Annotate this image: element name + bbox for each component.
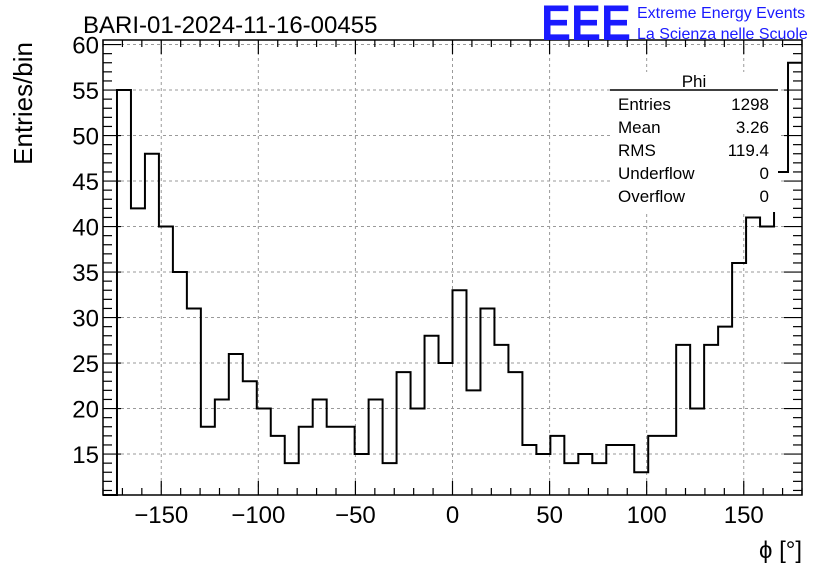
eee-logo-mark: EEE (541, 0, 631, 51)
x-tick-label: −100 (231, 502, 285, 529)
y-tick-label: 55 (72, 78, 99, 105)
x-tick-label: −150 (134, 502, 188, 529)
stats-row-value: 3.26 (736, 118, 769, 137)
y-tick-label: 25 (72, 351, 99, 378)
x-tick-label: 150 (724, 502, 764, 529)
y-tick-label: 30 (72, 306, 99, 333)
stats-row-value: 119.4 (728, 141, 769, 160)
stats-row-value: 0 (760, 187, 769, 206)
y-tick-label: 15 (72, 442, 99, 469)
stats-box-title: Phi (682, 72, 707, 91)
stats-row-value: 1298 (731, 95, 769, 114)
y-tick-label: 40 (72, 215, 99, 242)
chart-title: BARI-01-2024-11-16-00455 (83, 12, 377, 39)
y-axis-label: Entries/bin (8, 42, 38, 165)
x-tick-label: 0 (446, 502, 459, 529)
y-tick-label: 50 (72, 124, 99, 151)
y-tick-label: 60 (72, 33, 99, 60)
stats-row-value: 0 (760, 164, 769, 183)
x-tick-labels: −150 −100 −50 0 50 100 150 (134, 502, 764, 529)
stats-box-bg (610, 72, 778, 212)
y-tick-labels: 15 20 25 30 35 40 45 50 55 60 (72, 33, 99, 469)
x-tick-label: 100 (627, 502, 667, 529)
x-tick-label: 50 (536, 502, 563, 529)
eee-logo: EEE Extreme Energy Events La Scienza nel… (541, 0, 808, 51)
eee-logo-line1: Extreme Energy Events (637, 5, 805, 22)
x-tick-label: −50 (335, 502, 376, 529)
stats-row-label: Mean (618, 118, 661, 137)
y-tick-label: 35 (72, 260, 99, 287)
x-axis-label: ϕ [°] (759, 537, 802, 564)
eee-logo-line2: La Scienza nelle Scuole (637, 26, 808, 43)
stats-row-label: RMS (618, 141, 656, 160)
axis-ticks (102, 40, 803, 495)
y-tick-label: 20 (72, 397, 99, 424)
stats-row-label: Underflow (618, 164, 695, 183)
stats-row-label: Entries (618, 95, 671, 114)
y-tick-label: 45 (72, 169, 99, 196)
stats-box: Phi Entries 1298 Mean 3.26 RMS 119.4 Underflow… (610, 72, 778, 212)
stats-row-label: Overflow (618, 187, 686, 206)
histogram-line (103, 61, 802, 496)
